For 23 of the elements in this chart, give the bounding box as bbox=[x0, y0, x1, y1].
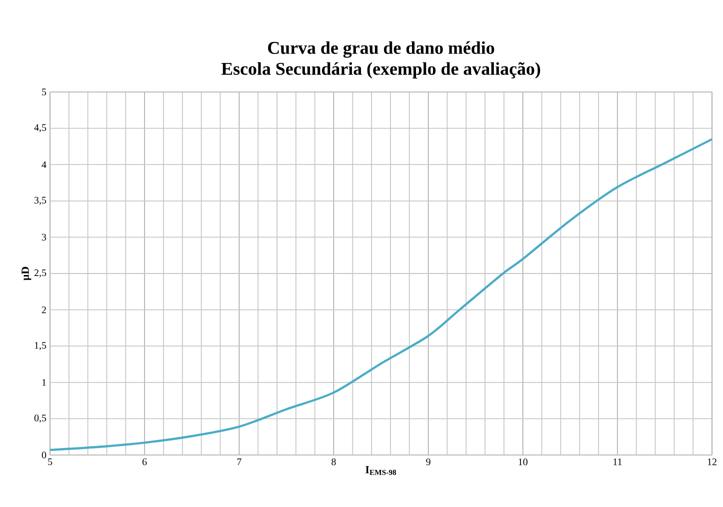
y-tick-label: 0 bbox=[42, 452, 46, 458]
y-tick-label: 1 bbox=[42, 379, 46, 386]
y-tick-label: 5 bbox=[42, 88, 46, 96]
x-tick-label: 9 bbox=[426, 458, 430, 466]
x-tick-label: 6 bbox=[142, 458, 147, 466]
x-tick-label: 5 bbox=[48, 458, 52, 466]
y-tick-label: 0,5 bbox=[34, 414, 46, 423]
y-tick-label: 2,5 bbox=[34, 269, 46, 278]
x-axis-title: I$_{EMS-98}$ bbox=[366, 466, 396, 475]
y-tick-label: 2 bbox=[42, 306, 46, 314]
y-tick-label: 4 bbox=[42, 161, 46, 168]
y-tick-label: 3,5 bbox=[34, 196, 46, 205]
line-series bbox=[50, 138, 712, 452]
chart-title: Curva de grau de dano médio Escola Secundária (exemplo de avaliação) bbox=[221, 41, 540, 79]
x-tick-label: 10 bbox=[518, 458, 528, 466]
y-axis-title: µD bbox=[22, 266, 32, 280]
y-tick-label: 4,5 bbox=[34, 124, 46, 132]
x-tick-label: 11 bbox=[614, 458, 622, 466]
y-tick-label: 3 bbox=[42, 234, 46, 241]
y-tick-label: 1,5 bbox=[34, 342, 46, 350]
x-tick-label: 7 bbox=[237, 458, 242, 466]
x-tick-label: 12 bbox=[708, 458, 716, 466]
x-tick-label: 8 bbox=[332, 458, 336, 466]
